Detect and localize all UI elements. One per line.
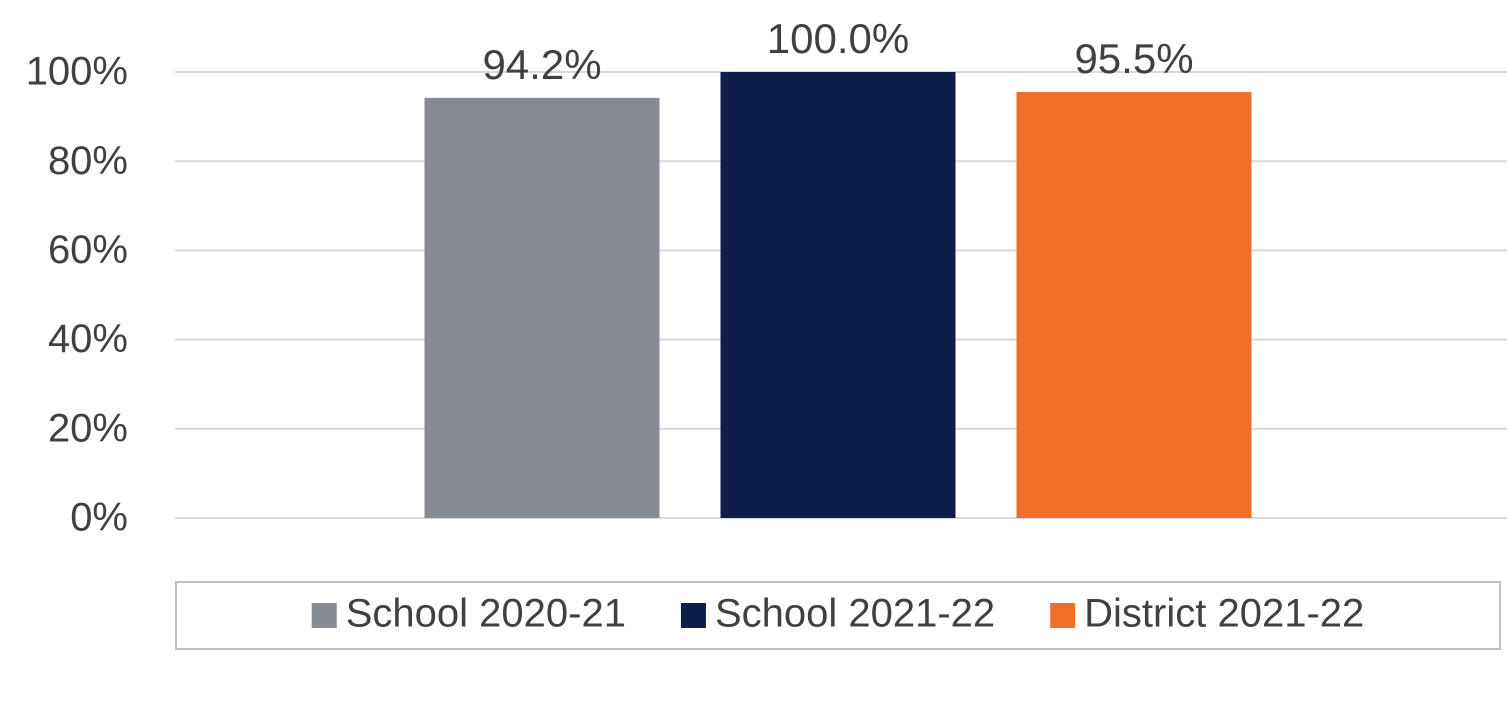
data-label: 95.5% [1074,35,1193,82]
data-label: 100.0% [767,15,909,62]
bar [424,97,660,519]
legend-swatch [1050,603,1076,628]
legend-label: School 2020-21 [346,592,626,636]
y-tick-label: 100% [26,50,128,94]
y-tick-label: 0% [70,496,128,540]
bar [720,72,956,518]
legend-swatch [680,603,706,628]
y-tick-label: 40% [48,317,128,361]
y-tick-label: 60% [48,228,128,272]
y-tick-label: 20% [48,406,128,450]
legend-label: District 2021-22 [1084,592,1364,636]
legend-swatch [311,603,337,628]
bar [1016,92,1252,518]
y-tick-label: 80% [48,139,128,183]
data-label: 94.2% [482,41,601,88]
legend-label: School 2021-22 [715,592,995,636]
legend-box [175,581,1501,650]
